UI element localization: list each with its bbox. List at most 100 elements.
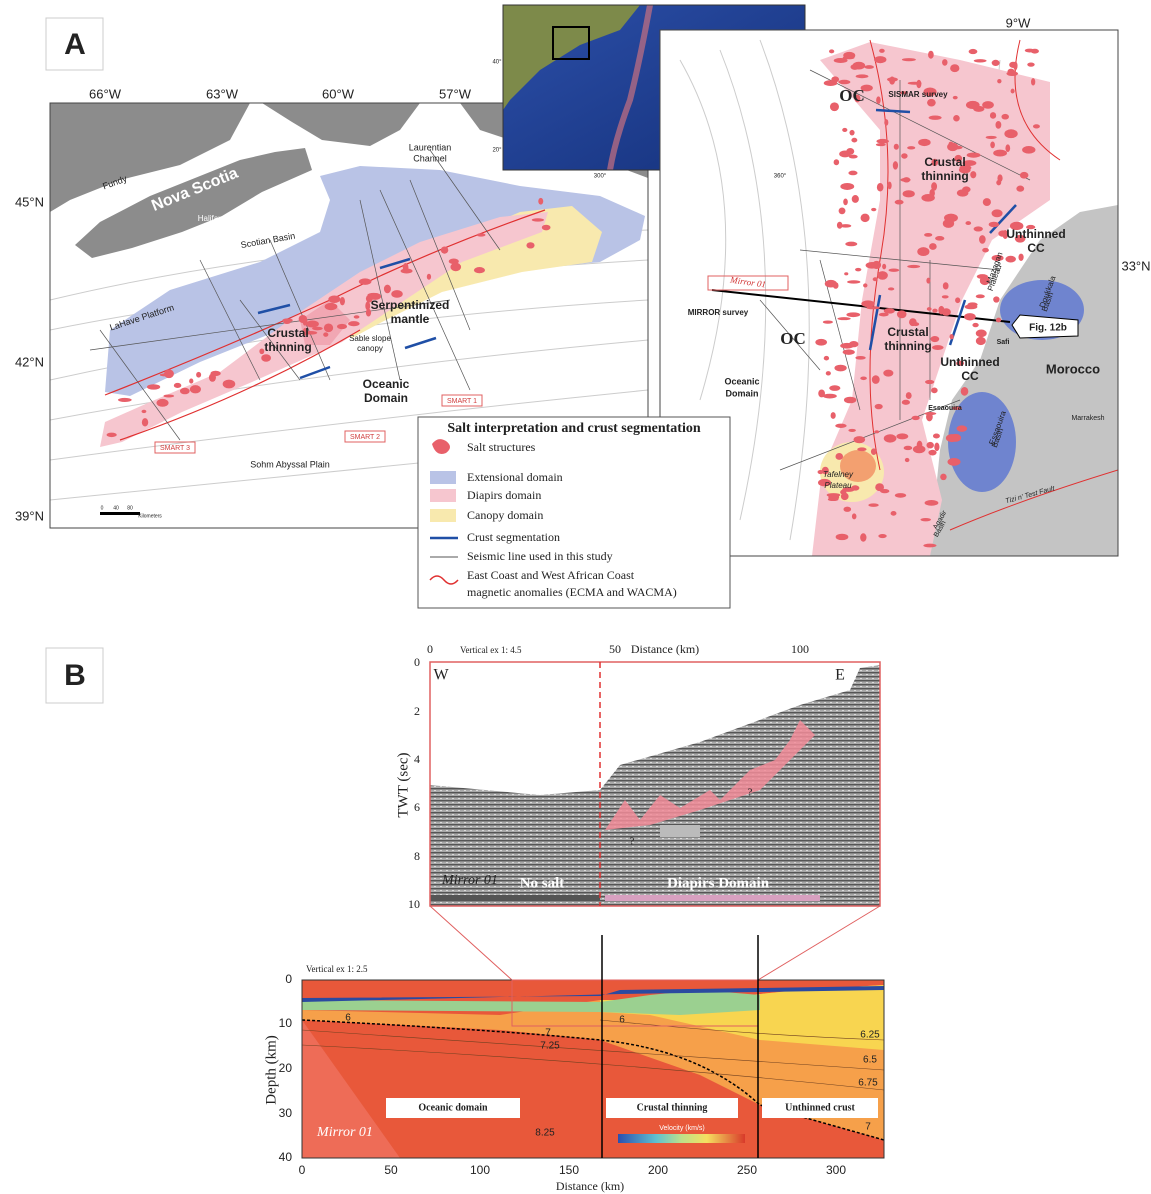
salt-blob xyxy=(838,79,851,85)
salt-blob xyxy=(323,332,329,337)
salt-blob xyxy=(934,442,940,452)
salt-blob xyxy=(883,369,894,377)
tick-label: 4 xyxy=(414,752,420,766)
label: Domain xyxy=(364,391,408,405)
salt-blob xyxy=(870,448,877,455)
salt-blob xyxy=(358,278,372,285)
legend-swatch xyxy=(430,509,456,522)
salt-blob xyxy=(993,149,1007,157)
label: Oceanic xyxy=(724,376,759,386)
salt-blob xyxy=(222,379,236,389)
contour-label: 6.75 xyxy=(858,1078,878,1089)
latitude-label: 39°N xyxy=(15,508,44,523)
salt-blob xyxy=(894,199,904,205)
label: No salt xyxy=(520,875,565,891)
salt-blob xyxy=(882,263,887,270)
salt-blob xyxy=(312,326,323,331)
salt-blob xyxy=(966,152,981,158)
right-map xyxy=(660,30,1118,556)
salt-blob xyxy=(348,321,360,327)
label: Vertical ex 1: 2.5 xyxy=(306,964,368,974)
salt-blob xyxy=(141,418,149,427)
salt-blob xyxy=(997,78,1002,84)
salt-blob xyxy=(907,81,922,85)
salt-blob xyxy=(440,246,449,254)
salt-blob xyxy=(911,415,920,421)
salt-blob xyxy=(875,143,886,147)
salt-blob xyxy=(827,497,839,502)
salt-blob xyxy=(825,371,831,376)
salt-blob xyxy=(917,247,930,257)
salt-blob xyxy=(931,345,944,350)
salt-blob xyxy=(868,503,879,507)
line-label: SMART 2 xyxy=(350,434,380,441)
salt-blob xyxy=(905,392,912,400)
label: Mirror 01 xyxy=(441,873,498,888)
salt-blob xyxy=(960,386,969,396)
salt-blob xyxy=(920,517,932,522)
salt-blob xyxy=(282,318,293,323)
salt-structures xyxy=(106,197,551,438)
salt-blob xyxy=(849,129,855,136)
salt-blob xyxy=(876,138,889,144)
salt-blob xyxy=(932,433,940,439)
domain-box xyxy=(762,1098,878,1118)
salt-blob xyxy=(975,336,986,346)
salt-blob xyxy=(880,489,890,494)
salt-blob xyxy=(874,430,880,434)
salt-blob xyxy=(982,198,991,207)
salt-blob xyxy=(899,91,908,95)
salt-blob xyxy=(901,58,916,62)
salt-blob xyxy=(996,179,1002,186)
tick-label: 10 xyxy=(408,897,420,911)
salt-blob xyxy=(164,369,174,379)
label: Serpentinized xyxy=(371,298,450,312)
salt-blob xyxy=(840,342,854,349)
line-label: SMART 3 xyxy=(160,445,190,452)
salt-blob xyxy=(954,154,963,162)
line-label: SMART 1 xyxy=(447,398,477,405)
label: Sable slope xyxy=(349,334,391,343)
scale-label: 0 xyxy=(101,505,104,511)
salt-blob xyxy=(973,226,983,232)
salt-blob xyxy=(838,207,846,215)
salt-blob xyxy=(932,308,938,313)
salt-blob xyxy=(844,272,849,276)
salt-blob xyxy=(876,96,881,104)
salt-blob xyxy=(998,230,1008,237)
salt-blob xyxy=(146,384,161,390)
salt-blob xyxy=(959,165,972,171)
salt-blob xyxy=(893,143,899,150)
label: OC xyxy=(780,329,806,348)
legend-item: Canopy domain xyxy=(467,508,543,522)
salt-blob xyxy=(877,271,888,280)
salt-blob xyxy=(982,101,994,109)
velocity-model xyxy=(302,980,884,1158)
salt-blob xyxy=(945,434,958,443)
salt-blob xyxy=(829,102,839,112)
tick-label: 20 xyxy=(279,1061,293,1075)
label: thinning xyxy=(884,339,931,353)
contour-label: 6 xyxy=(345,1013,351,1024)
salt-blob xyxy=(931,182,938,191)
contour-label: 7 xyxy=(865,1122,871,1133)
salt-blob xyxy=(990,141,995,149)
label: Diapirs Domain xyxy=(667,875,770,891)
label: 360° xyxy=(774,174,787,180)
salt-blob xyxy=(1027,62,1035,67)
salt-blob xyxy=(323,323,334,333)
salt-blob xyxy=(855,74,869,79)
axis-title: Depth (km) xyxy=(263,1035,279,1105)
tick-label: 40 xyxy=(279,1150,293,1164)
salt-blob xyxy=(1016,185,1025,192)
legend-item: Salt structures xyxy=(467,440,536,454)
label: Mirror 01 xyxy=(316,1125,373,1140)
salt-blob xyxy=(878,312,889,317)
legend-item: Crust segmentation xyxy=(467,530,560,544)
salt-blob xyxy=(848,428,856,432)
domain-box xyxy=(606,1098,738,1118)
longitude-label: 63°W xyxy=(206,86,239,101)
label: Vertical ex 1: 4.5 xyxy=(460,645,522,655)
salt-blob xyxy=(842,127,848,133)
salt-blob xyxy=(828,49,835,54)
